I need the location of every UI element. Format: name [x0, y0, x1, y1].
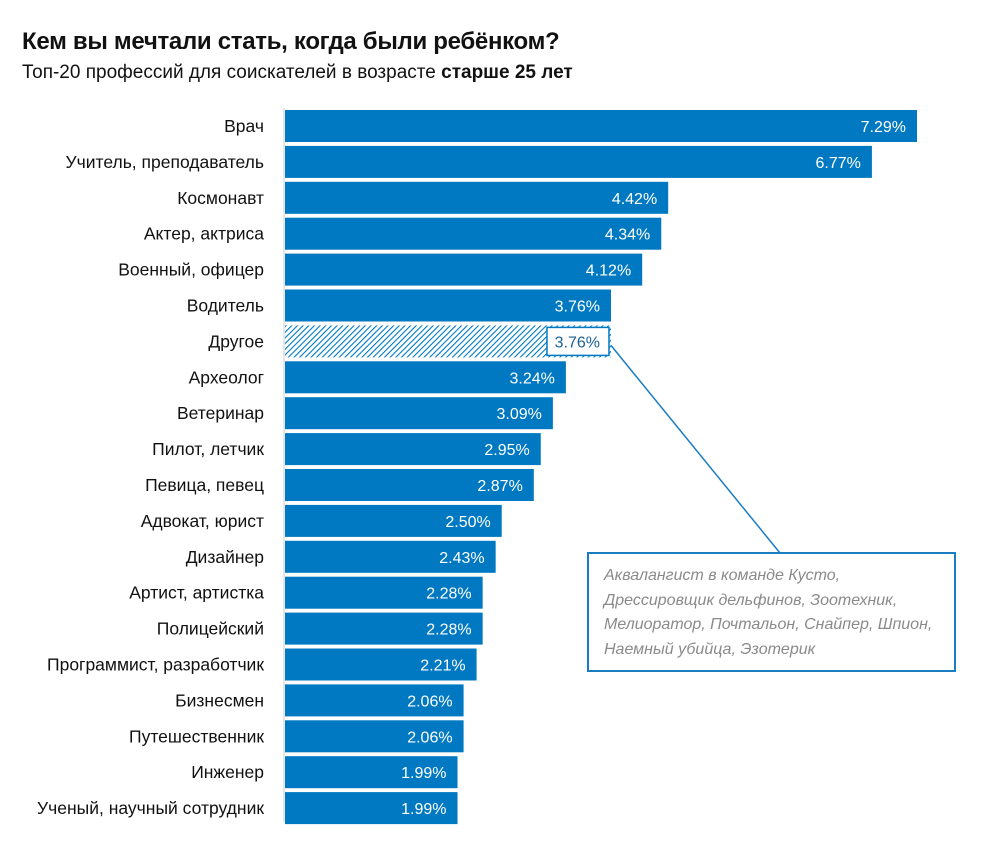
category-label: Актер, актриса: [144, 224, 264, 244]
category-label: Другое: [208, 331, 264, 351]
value-label: 2.06%: [407, 693, 452, 710]
category-label: Ветеринар: [177, 403, 264, 423]
value-label: 7.29%: [861, 119, 906, 136]
subtitle-text: Топ-20 профессий для соискателей в возра…: [22, 62, 442, 83]
category-label: Программист, разработчик: [47, 655, 264, 675]
value-label: 4.42%: [612, 191, 657, 208]
category-label: Полицейский: [157, 619, 264, 639]
bar: [285, 504, 502, 537]
bar: [285, 253, 643, 286]
chart-title: Кем вы мечтали стать, когда были ребёнко…: [22, 28, 560, 55]
category-label: Дизайнер: [186, 547, 264, 567]
callout-line: Дрессировщик дельфинов, Зоотехник,: [604, 591, 898, 609]
value-label: 4.34%: [605, 227, 650, 244]
annotation-callout: Аквалангист в команде Кусто, Дрессировщи…: [587, 552, 956, 672]
bar: [285, 361, 566, 394]
category-label: Водитель: [187, 296, 264, 316]
value-label: 3.76%: [555, 334, 600, 351]
value-label: 3.24%: [510, 370, 555, 387]
category-label: Путешественник: [129, 726, 264, 746]
category-label: Космонавт: [177, 188, 264, 208]
bar: [285, 289, 611, 322]
value-label: 2.50%: [445, 514, 490, 531]
bar-group: Врач 7.29% Учитель, преподаватель 6.77% Косм…: [37, 110, 917, 825]
callout-line: Наемный убийца, Эзотерик: [604, 640, 816, 658]
value-label: 1.99%: [401, 801, 446, 818]
value-label: 2.28%: [426, 586, 471, 603]
category-label: Инженер: [191, 762, 264, 782]
value-label: 2.28%: [426, 622, 471, 639]
bar: [285, 397, 553, 430]
category-label: Пилот, летчик: [152, 439, 264, 459]
bar: [285, 110, 917, 142]
category-label: Ученый, научный сотрудник: [37, 798, 264, 818]
callout-line: Аквалангист в команде Кусто,: [604, 567, 841, 584]
bar: [285, 540, 496, 573]
value-label: 6.77%: [816, 155, 861, 172]
value-label-box: [546, 326, 610, 357]
value-label: 2.06%: [407, 729, 452, 746]
bar: [285, 612, 483, 645]
bar: [285, 648, 477, 681]
value-label: 2.95%: [484, 442, 529, 459]
category-label: Певица, певец: [145, 475, 264, 495]
bar: [285, 469, 534, 501]
callout-line: Мелиоратор, Почтальон, Снайпер, Шпион,: [604, 616, 933, 633]
value-label: 4.12%: [586, 263, 631, 280]
category-label: Бизнесмен: [175, 690, 264, 710]
bar: [285, 684, 464, 717]
bar: [285, 433, 541, 466]
bar: [285, 217, 662, 250]
bar: [285, 720, 464, 753]
category-label: Военный, офицер: [118, 260, 264, 280]
bar: [285, 756, 458, 789]
value-label: 3.09%: [497, 406, 542, 423]
bar: [285, 576, 483, 609]
value-label: 2.43%: [439, 550, 484, 567]
value-label: 1.99%: [401, 765, 446, 782]
chart-subtitle: Топ-20 профессий для соискателей в возра…: [22, 62, 573, 84]
category-label: Адвокат, юрист: [141, 511, 264, 531]
bar: [285, 792, 458, 825]
category-label: Врач: [224, 116, 264, 136]
annotation-leader-line: [610, 344, 781, 554]
value-label: 2.21%: [420, 658, 465, 675]
category-label: Учитель, преподаватель: [66, 152, 265, 172]
value-label: 3.76%: [555, 299, 600, 316]
bar: [285, 145, 872, 178]
category-label: Артист, артистка: [129, 583, 264, 603]
bar: [285, 181, 669, 214]
value-label: 2.87%: [477, 478, 522, 495]
subtitle-emphasis: старше 25 лет: [441, 62, 573, 83]
category-label: Археолог: [189, 367, 264, 387]
